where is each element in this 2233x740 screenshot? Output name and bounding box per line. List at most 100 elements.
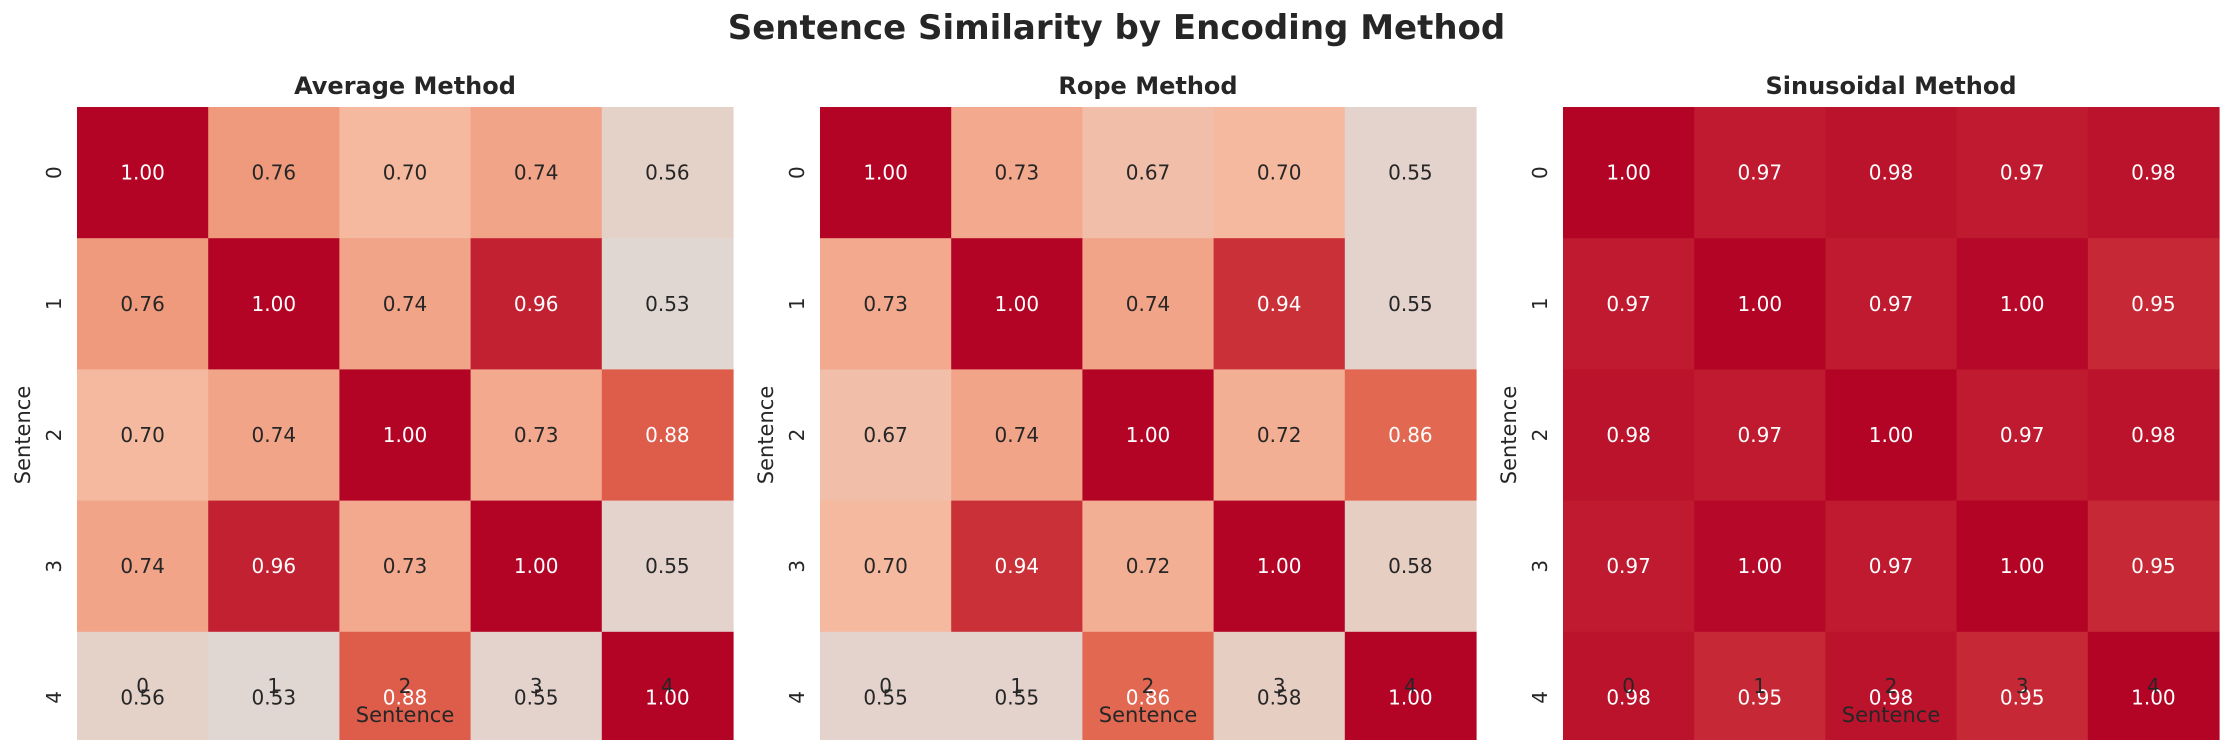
heatmap-cell [951,500,1083,633]
heatmap-cell [1956,107,2089,239]
heatmap-cell [2087,500,2220,633]
y-tick-label: 3 [785,560,809,573]
heatmap-cell [1694,500,1826,633]
cell-value-label: 0.70 [383,161,428,185]
heatmap-cell [1082,238,1215,370]
x-tick-label: 2 [1142,674,1155,698]
cell-value-label: 0.95 [2000,685,2045,709]
heatmap-cell [470,369,603,502]
x-tick-label: 2 [399,674,412,698]
y-tick-label: 1 [1528,297,1552,310]
heatmap-cell [77,500,209,633]
y-tick-label: 2 [42,429,66,442]
cell-value-label: 0.73 [863,292,908,316]
heatmap-cell [951,107,1083,239]
cell-value-label: 0.86 [1126,685,1171,709]
heatmap-cell [339,107,472,239]
heatmap-cell [1956,631,2089,740]
x-tick-label: 4 [1404,674,1417,698]
heatmap-cell [820,500,952,633]
cell-value-label: 0.94 [1257,292,1302,316]
y-axis-label: Sentence [1497,386,1521,485]
heatmap-cell [339,631,472,740]
heatmap-cell [1344,631,1477,740]
heatmap-cell [1213,238,1346,370]
heatmap-cell [1082,107,1215,239]
heatmap-cell [1694,238,1826,370]
y-tick-label: 4 [785,691,809,704]
heatmap-cell [1563,369,1695,502]
cell-value-label: 0.95 [1738,685,1783,709]
heatmap-cell [1956,369,2089,502]
cell-value-label: 0.98 [2131,161,2176,185]
heatmap-cell [601,238,734,370]
panel-title-average: Average Method [294,72,516,100]
cell-value-label: 0.97 [2000,423,2045,447]
panel-title-rope: Rope Method [1058,72,1238,100]
heatmap-cell [1956,500,2089,633]
cell-value-label: 1.00 [120,161,165,185]
cell-value-label: 0.70 [1257,161,1302,185]
cell-value-label: 1.00 [1257,554,1302,578]
cell-value-label: 0.96 [252,554,297,578]
cell-value-label: 1.00 [514,554,559,578]
y-tick-label: 4 [42,691,66,704]
heatmap-cell [951,631,1083,740]
heatmap-cell [1694,107,1826,239]
y-tick-label: 4 [1528,691,1552,704]
heatmap-cell [820,238,952,370]
heatmap-cell [601,500,734,633]
x-tick-label: 4 [2147,674,2160,698]
heatmap-cell [1082,631,1215,740]
heatmap-cell [820,107,952,239]
cell-value-label: 1.00 [1126,423,1171,447]
heatmap-cell [1344,369,1477,502]
heatmap-cell [820,631,952,740]
x-axis-label: Sentence [1099,703,1198,727]
cell-value-label: 1.00 [2000,554,2045,578]
cell-value-label: 0.88 [645,423,690,447]
cell-value-label: 0.55 [995,685,1040,709]
heatmap-cell [339,238,472,370]
heatmap-cell [77,107,209,239]
cell-value-label: 1.00 [2000,292,2045,316]
heatmap-cell [1825,238,1958,370]
cell-value-label: 0.55 [863,685,908,709]
cell-value-label: 0.74 [1126,292,1171,316]
x-tick-label: 3 [1273,674,1286,698]
heatmap-cell [1082,369,1215,502]
figure-title: Sentence Similarity by Encoding Method [727,8,1506,48]
cell-value-label: 1.00 [2131,685,2176,709]
x-tick-label: 0 [1622,674,1635,698]
cell-value-label: 1.00 [383,423,428,447]
cell-value-label: 0.67 [863,423,908,447]
cell-value-label: 1.00 [863,161,908,185]
cell-value-label: 0.53 [252,685,297,709]
heatmap-cell [820,369,952,502]
cell-value-label: 0.96 [514,292,559,316]
y-tick-label: 0 [42,166,66,179]
cell-value-label: 1.00 [645,685,690,709]
cell-value-label: 0.97 [1606,554,1651,578]
heatmap-cell [470,107,603,239]
x-tick-label: 3 [530,674,543,698]
heatmap-cell [1213,369,1346,502]
heatmap-panel-0: 1.00 0.76 0.70 0.74 0.56 0.76 1.00 0.74 0.96 0.53… [11,107,734,740]
cell-value-label: 0.74 [252,423,297,447]
cell-value-label: 0.97 [2000,161,2045,185]
heatmap-cell [1563,238,1695,370]
cell-value-label: 1.00 [252,292,297,316]
x-tick-label: 0 [879,674,892,698]
heatmap-cell [1213,107,1346,239]
cell-value-label: 0.58 [1388,554,1433,578]
heatmap-cell [1344,238,1477,370]
cell-value-label: 1.00 [1606,161,1651,185]
heatmap-cell [2087,238,2220,370]
cell-value-label: 1.00 [995,292,1040,316]
cell-value-label: 0.73 [995,161,1040,185]
cell-value-label: 0.97 [1738,423,1783,447]
cell-value-label: 0.86 [1388,423,1433,447]
cell-value-label: 0.98 [1869,161,1914,185]
heatmap-cell [77,631,209,740]
